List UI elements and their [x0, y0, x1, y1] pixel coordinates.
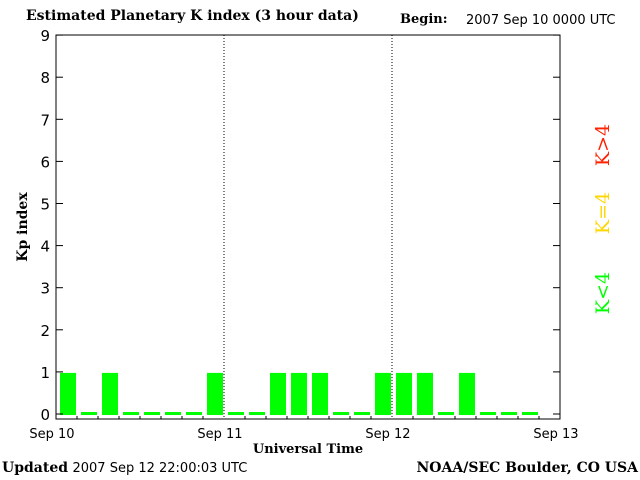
- x-tick-label: Sep 11: [197, 427, 242, 442]
- y-tick-label: 7: [40, 111, 50, 129]
- kp-bar: [438, 412, 454, 415]
- kp-bar: [291, 372, 307, 415]
- y-tick-label: 0: [40, 406, 50, 424]
- y-tick-label: 1: [40, 364, 50, 382]
- kp-bar: [375, 372, 391, 415]
- chart-title: Estimated Planetary K index (3 hour data…: [26, 8, 359, 24]
- kp-bar: [459, 372, 475, 415]
- x-tick-label: Sep 10: [29, 427, 74, 442]
- bars-group: [60, 372, 538, 415]
- begin-value: 2007 Sep 10 0000 UTC: [466, 13, 616, 28]
- legend: K<4 K=4 K>4: [592, 124, 614, 314]
- y-axis: 0 1 2 3 4 5 6 7 8 9: [40, 27, 560, 424]
- x-tick-label: Sep 13: [533, 427, 578, 442]
- y-tick-label: 5: [40, 196, 50, 214]
- x-tick-label: Sep 12: [365, 427, 410, 442]
- updated-label: Updated: [2, 460, 69, 476]
- kp-bar: [270, 372, 286, 415]
- legend-entry: K=4: [592, 192, 614, 234]
- kp-bar: [501, 412, 517, 415]
- kp-bar: [60, 372, 76, 415]
- updated-stamp: Updated 2007 Sep 12 22:00:03 UTC: [2, 460, 247, 476]
- kp-bar: [354, 412, 370, 415]
- kp-bar: [480, 412, 496, 415]
- kp-bar: [333, 412, 349, 415]
- kp-bar: [417, 372, 433, 415]
- kp-bar: [123, 412, 139, 415]
- begin-label: Begin:: [400, 12, 448, 27]
- x-axis: Sep 10 Sep 11 Sep 12 Sep 13: [29, 416, 579, 442]
- x-axis-label: Universal Time: [253, 442, 363, 457]
- kp-bar: [312, 372, 328, 415]
- kp-bar: [396, 372, 412, 415]
- kp-bar: [81, 412, 97, 415]
- y-tick-label: 9: [40, 27, 50, 45]
- y-tick-label: 2: [40, 322, 50, 340]
- updated-value: 2007 Sep 12 22:00:03 UTC: [72, 461, 248, 476]
- source-credit: NOAA/SEC Boulder, CO USA: [416, 460, 639, 476]
- kp-bar: [186, 412, 202, 415]
- kp-bar: [207, 372, 223, 415]
- y-tick-label: 6: [40, 153, 50, 171]
- legend-entry: K<4: [592, 272, 614, 314]
- kp-bar: [249, 412, 265, 415]
- y-axis-label: Kp index: [15, 192, 31, 262]
- plot-frame: [55, 34, 561, 420]
- kp-bar: [228, 412, 244, 415]
- kp-bar: [144, 412, 160, 415]
- y-tick-label: 8: [40, 69, 50, 87]
- day-separators: [223, 35, 393, 419]
- kp-bar: [102, 372, 118, 415]
- kp-bar: [522, 412, 538, 415]
- y-tick-label: 4: [40, 238, 50, 256]
- kp-bar: [165, 412, 181, 415]
- legend-entry: K>4: [592, 124, 614, 166]
- y-tick-label: 3: [40, 280, 50, 298]
